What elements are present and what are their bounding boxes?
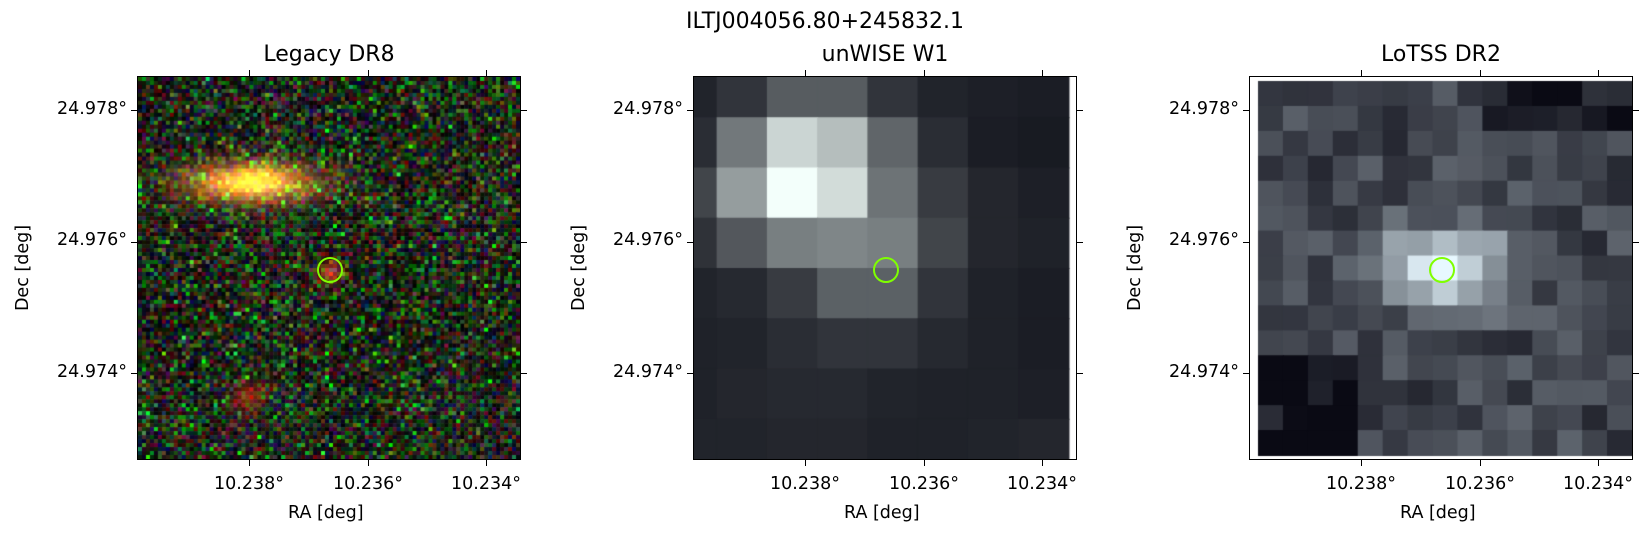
ytick-label: 24.976° <box>613 230 683 250</box>
panel-lotss: LoTSS DR2 24.978° 24.976° 24.974° 10.238… <box>1112 0 1639 539</box>
figure-title: ILTJ004056.80+245832.1 <box>685 9 965 34</box>
xtick-label: 10.238° <box>770 474 840 494</box>
unwise-image <box>693 76 1077 460</box>
lotss-dr2-cutout <box>1250 77 1632 459</box>
legacy-rgb-cutout <box>138 77 520 459</box>
xtick-label: 10.238° <box>1326 474 1396 494</box>
ytick-label: 24.978° <box>1169 99 1239 119</box>
ytick-label: 24.976° <box>57 230 127 250</box>
y-axis-label: Dec [deg] <box>1125 224 1146 312</box>
ytick-label: 24.974° <box>57 362 127 382</box>
source-marker-circle <box>873 257 899 283</box>
x-axis-label: RA [deg] <box>1400 503 1476 523</box>
panel-unwise: unWISE W1 24.978° 24.976° 24.974° 10.238… <box>556 0 1083 539</box>
xtick-label: 10.234° <box>451 474 521 494</box>
ytick-label: 24.978° <box>613 99 683 119</box>
xtick-label: 10.236° <box>889 474 959 494</box>
ytick-label: 24.974° <box>1169 362 1239 382</box>
panel-title: LoTSS DR2 <box>1381 42 1501 67</box>
panel-legacy: Legacy DR8 24.978° 24.976° 24.974° 10.23… <box>0 0 527 539</box>
marker-overlay <box>1429 257 1455 283</box>
xtick-label: 10.236° <box>1445 474 1515 494</box>
y-axis-label: Dec [deg] <box>569 224 590 312</box>
xtick-label: 10.234° <box>1007 474 1077 494</box>
legacy-image <box>137 76 521 460</box>
xtick-label: 10.238° <box>214 474 284 494</box>
ytick-label: 24.978° <box>57 99 127 119</box>
y-axis-label: Dec [deg] <box>13 224 34 312</box>
marker-overlay <box>317 257 343 283</box>
x-axis-label: RA [deg] <box>288 503 364 523</box>
ytick-label: 24.976° <box>1169 230 1239 250</box>
xtick-label: 10.236° <box>333 474 403 494</box>
source-marker-circle <box>317 257 343 283</box>
panel-title: unWISE W1 <box>821 42 949 67</box>
xtick-label: 10.234° <box>1563 474 1633 494</box>
x-axis-label: RA [deg] <box>844 503 920 523</box>
panel-title: Legacy DR8 <box>263 42 395 67</box>
marker-overlay <box>873 257 899 283</box>
unwise-w1-cutout <box>694 77 1076 459</box>
lotss-image <box>1249 76 1633 460</box>
source-marker-circle <box>1429 257 1455 283</box>
ytick-label: 24.974° <box>613 362 683 382</box>
